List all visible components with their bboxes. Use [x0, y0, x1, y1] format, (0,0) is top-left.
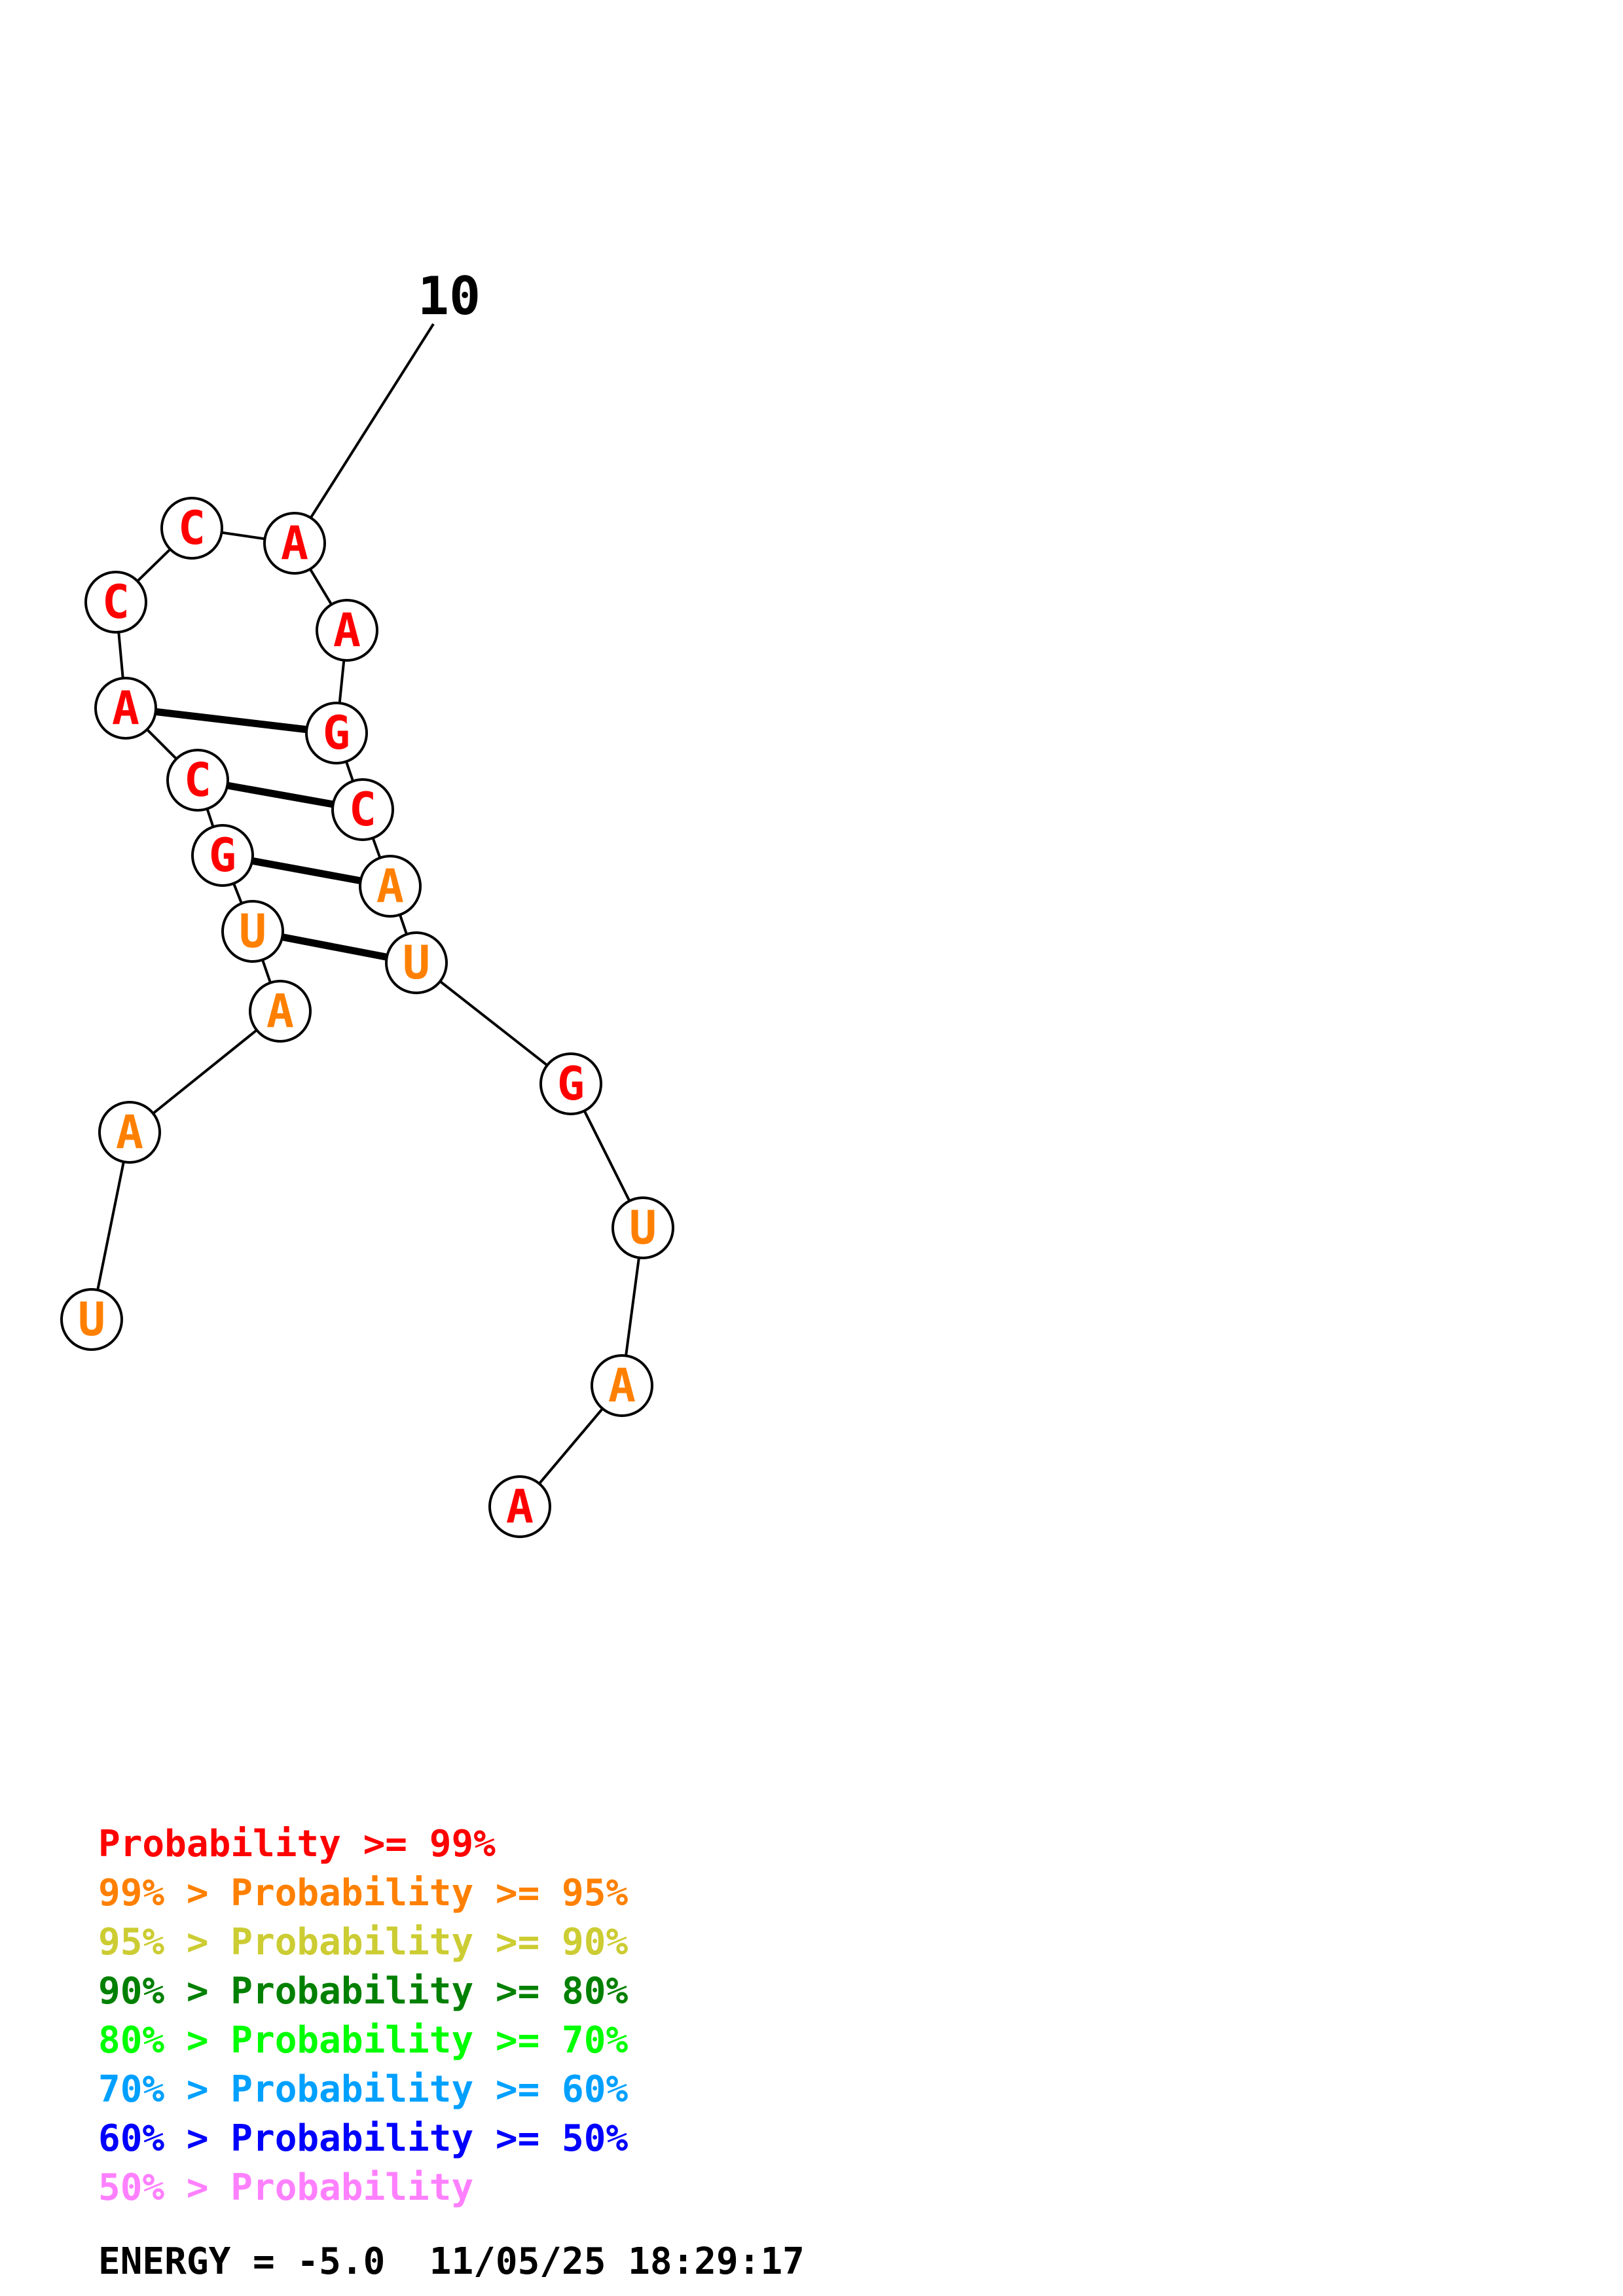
legend-row: 80% > Probability >= 70% — [98, 2019, 628, 2062]
nucleotide-circle — [316, 599, 378, 662]
nucleotide: C — [160, 497, 223, 560]
nucleotide: U — [611, 1196, 674, 1259]
legend-row: 60% > Probability >= 50% — [98, 2117, 628, 2160]
nucleotide-letter: G — [557, 1057, 585, 1111]
nucleotide: A — [359, 855, 422, 918]
nucleotide: G — [305, 702, 368, 764]
nucleotide-circle — [611, 1196, 674, 1259]
energy-timestamp: ENERGY = -5.0 11/05/25 18:29:17 — [98, 2240, 805, 2283]
nucleotide-letter: A — [506, 1480, 534, 1534]
nucleotide-letter: A — [112, 681, 139, 735]
nucleotide: U — [221, 900, 284, 963]
nucleotide-circle — [359, 855, 422, 918]
nucleotide-circle — [98, 1101, 161, 1164]
nucleotide-letter: A — [266, 984, 294, 1038]
nucleotide-circle — [249, 980, 312, 1043]
nucleotide-circle — [160, 497, 223, 560]
index-tick — [293, 323, 435, 545]
nucleotide-circle — [539, 1052, 602, 1115]
nucleotide-circle — [84, 571, 147, 634]
nucleotide: A — [98, 1101, 161, 1164]
nucleotide-circle — [305, 702, 368, 764]
nucleotide-circle — [591, 1354, 653, 1417]
nucleotide-letter: A — [333, 603, 361, 657]
legend-row: 50% > Probability — [98, 2166, 473, 2209]
nucleotide: C — [84, 571, 147, 634]
legend-row: 90% > Probability >= 80% — [98, 1970, 628, 2013]
nucleotide: A — [263, 512, 326, 575]
probability-legend: Probability >= 99% 99% > Probability >= 9… — [98, 1823, 628, 2209]
nucleotide-letter: G — [323, 706, 350, 760]
nucleotide: A — [249, 980, 312, 1043]
nucleotide-circle — [488, 1475, 551, 1538]
energy-footer: ENERGY = -5.0 11/05/25 18:29:17 — [98, 2240, 805, 2283]
nucleotide: C — [166, 749, 229, 812]
nucleotide-letter: C — [184, 753, 211, 807]
base-pair-bond — [125, 704, 337, 737]
nucleotide: A — [316, 599, 378, 662]
nucleotide-circle — [385, 931, 448, 994]
nucleotide: C — [331, 778, 394, 841]
nucleotide: A — [591, 1354, 653, 1417]
nucleotide-letter: G — [209, 829, 236, 882]
nucleotide: G — [191, 824, 254, 887]
index-labels: 10 — [293, 266, 481, 545]
nucleotide: G — [539, 1052, 602, 1115]
index-label: 10 — [418, 266, 481, 327]
nucleotide-letter: A — [608, 1359, 636, 1412]
nucleotide-letter: C — [349, 783, 376, 836]
nucleotide: A — [488, 1475, 551, 1538]
legend-row: Probability >= 99% — [98, 1823, 496, 1865]
nucleotide-circle — [60, 1288, 123, 1351]
nucleotide-letter: C — [178, 501, 206, 555]
nucleotide-circle — [166, 749, 229, 812]
nucleotide-letter: U — [629, 1201, 657, 1255]
nucleotide: A — [94, 677, 157, 740]
nucleotide-letter: U — [403, 936, 430, 990]
nucleotide-letter: A — [281, 516, 308, 570]
legend-row: 99% > Probability >= 95% — [98, 1872, 628, 1914]
nucleotide-letter: A — [376, 859, 404, 913]
legend-row: 70% > Probability >= 60% — [98, 2068, 628, 2111]
backbone-segment — [415, 961, 572, 1085]
nucleotide-letter: U — [239, 905, 266, 958]
nucleotide-circle — [221, 900, 284, 963]
nucleotide-circle — [263, 512, 326, 575]
nucleotide: U — [385, 931, 448, 994]
nucleotide-letter: U — [78, 1293, 105, 1346]
nucleotide-circle — [191, 824, 254, 887]
nucleotide: U — [60, 1288, 123, 1351]
nucleotide-letter: A — [116, 1105, 143, 1159]
nucleotide-circle — [94, 677, 157, 740]
nucleotide-circle — [331, 778, 394, 841]
backbone-segment — [128, 1010, 282, 1134]
backbone-lines — [90, 527, 644, 1508]
backbone-segment — [90, 1132, 131, 1320]
nucleotide-letter: C — [102, 575, 130, 629]
legend-row: 95% > Probability >= 90% — [98, 1921, 628, 1964]
